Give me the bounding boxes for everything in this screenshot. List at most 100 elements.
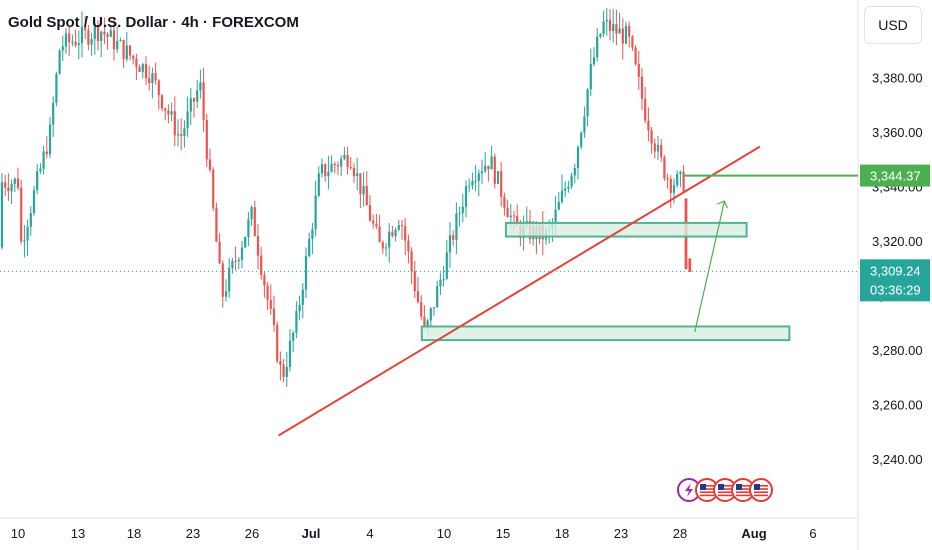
candle-body	[260, 255, 263, 276]
candle-body	[567, 186, 570, 189]
candle-body	[359, 173, 362, 195]
candle-body	[640, 76, 644, 99]
candle-body	[663, 157, 666, 179]
candle-body	[426, 320, 429, 326]
x-tick-label: 10	[437, 526, 451, 541]
candle-body	[564, 188, 567, 191]
countdown-label: 03:36:29	[870, 282, 921, 297]
candle-body	[176, 134, 180, 136]
candle-body	[167, 110, 170, 115]
candle-body	[570, 175, 573, 187]
x-tick-label: 4	[366, 526, 373, 541]
candle-body	[234, 260, 237, 262]
x-tick-label: 10	[11, 526, 25, 541]
candle-body	[212, 169, 215, 208]
candle-body	[317, 173, 320, 196]
projection-arrow	[694, 200, 725, 333]
candle-body	[679, 171, 682, 174]
candle-body	[580, 132, 583, 147]
candle-body	[170, 111, 173, 115]
candle-body	[573, 168, 576, 176]
candle-body	[407, 240, 410, 252]
candle-body	[151, 73, 154, 84]
candle-body	[253, 207, 256, 237]
candle-body	[455, 213, 458, 240]
candle-body	[596, 36, 599, 58]
candle-body	[141, 64, 144, 72]
candle-body	[71, 41, 74, 43]
candle-body	[74, 41, 77, 46]
candle-body	[608, 19, 612, 31]
candle-body	[36, 171, 39, 191]
candle-body	[148, 78, 151, 84]
y-tick-label: 3,380.00	[872, 71, 923, 86]
candle-body	[660, 144, 663, 158]
candle-body	[471, 181, 474, 186]
candle-body	[116, 40, 119, 50]
candle-body	[100, 31, 103, 42]
candle-body	[224, 291, 228, 297]
candle-body	[183, 128, 186, 137]
candle-body	[90, 39, 93, 45]
candle-body	[10, 183, 13, 192]
candle-body	[653, 143, 656, 152]
support-zone	[504, 221, 748, 238]
candle-body	[394, 229, 397, 237]
x-tick-label: 15	[496, 526, 510, 541]
candle-body	[666, 178, 669, 180]
candle-body	[314, 195, 317, 230]
candle-body	[452, 235, 455, 240]
candle-body	[490, 156, 493, 170]
candle-body	[362, 186, 365, 195]
us-flag-icon[interactable]	[731, 478, 755, 502]
candle-body	[298, 304, 301, 312]
candle-body	[263, 275, 266, 286]
candle-body	[256, 236, 260, 256]
candle-body	[308, 238, 311, 257]
candle-body	[186, 111, 189, 129]
candle-body	[327, 171, 330, 177]
candle-body	[7, 187, 10, 192]
candle-body	[637, 63, 640, 77]
candle-body	[669, 179, 672, 193]
candle-body	[16, 178, 20, 188]
candle-body	[397, 225, 400, 230]
y-tick-label: 3,320.00	[872, 234, 923, 249]
candle-body	[503, 196, 506, 208]
candle-body	[420, 301, 423, 317]
candle-body	[250, 207, 253, 220]
currency-selector[interactable]: USD	[864, 6, 922, 44]
candle-body	[199, 82, 202, 91]
candle-body	[346, 154, 349, 168]
candle-body	[554, 209, 557, 223]
candle-body	[122, 40, 125, 60]
candle-body	[416, 291, 420, 302]
x-tick-label: 26	[245, 526, 259, 541]
candle-body	[221, 263, 224, 297]
candle-body	[304, 256, 308, 290]
candle-body	[45, 151, 48, 155]
candle-body	[282, 364, 285, 377]
us-flag-icon[interactable]	[749, 478, 773, 502]
candle-body	[276, 324, 279, 362]
x-tick-label: Jul	[302, 526, 321, 541]
x-tick-label: 18	[127, 526, 141, 541]
candle-body	[602, 21, 605, 35]
candle-body	[477, 173, 480, 181]
candle-body	[244, 236, 247, 248]
candle-body	[77, 43, 80, 46]
candle-body	[621, 28, 624, 44]
y-tick-label: 3,360.00	[872, 125, 923, 140]
candle-body	[612, 24, 615, 31]
candle-body	[586, 89, 589, 117]
candle-body	[128, 45, 132, 56]
candle-body	[228, 267, 231, 292]
candle-body	[493, 156, 496, 184]
candle-body	[336, 165, 340, 167]
candle-body	[324, 164, 327, 177]
candle-body	[509, 215, 512, 218]
candle-body	[391, 231, 394, 237]
us-flag-icon[interactable]	[695, 478, 719, 502]
